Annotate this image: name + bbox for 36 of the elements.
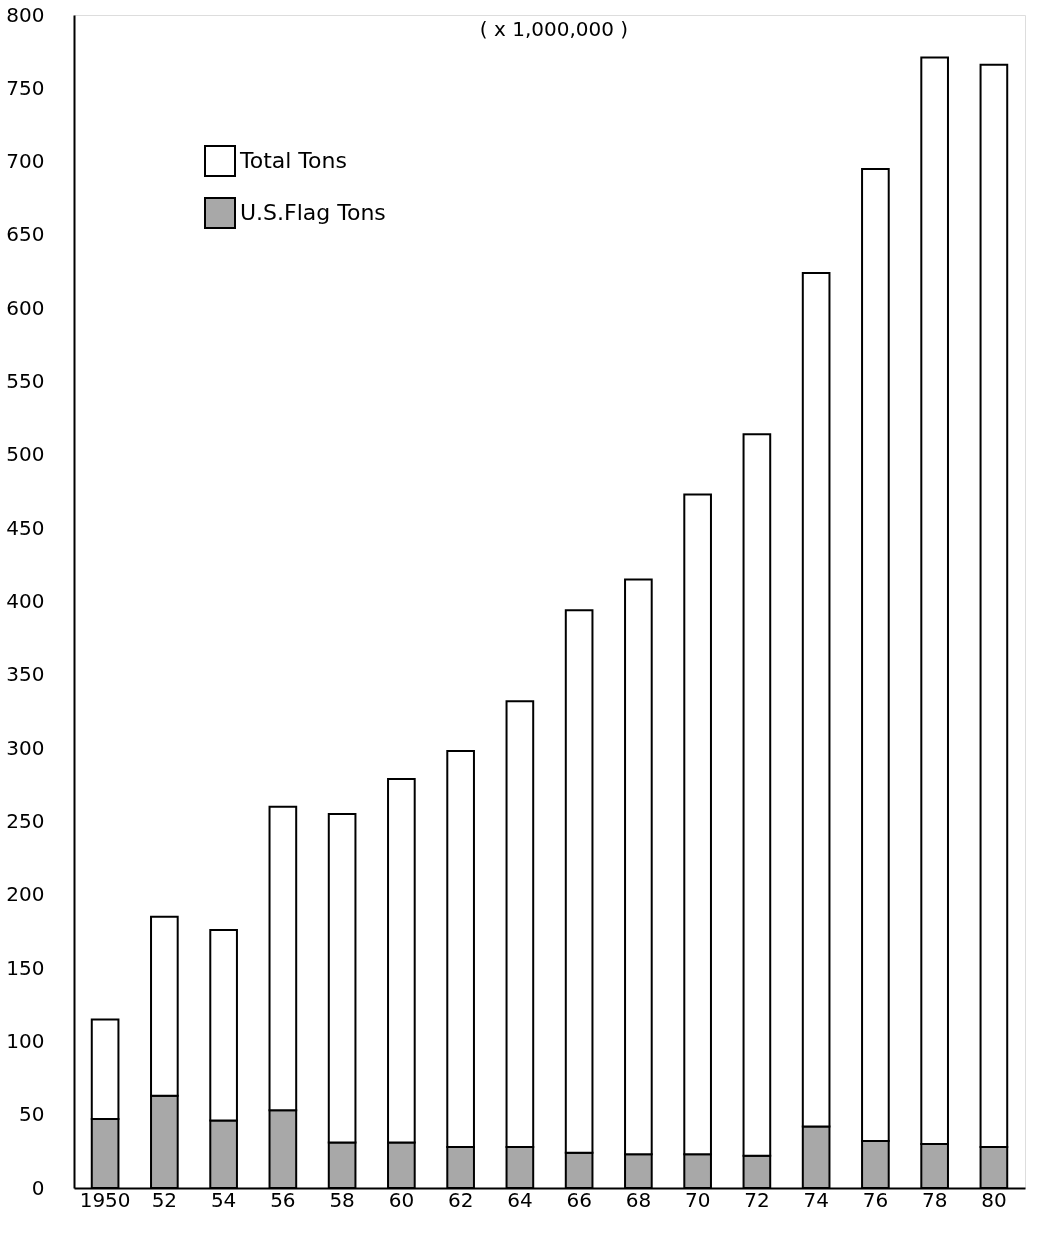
y-tick-label: 550 [6,369,45,394]
x-tick-label: 60 [388,1187,415,1212]
y-tick-label: 600 [6,295,45,320]
x-tick-label: 56 [270,1187,296,1212]
x-tick-label: 1950 [79,1187,131,1212]
y-tick-label: 800 [6,2,45,27]
x-tick-label: 54 [210,1187,237,1212]
x-tick-label: 78 [921,1187,948,1212]
y-tick-label: 300 [6,735,45,760]
legend-label: U.S.Flag Tons [240,200,386,225]
y-tick-label: 450 [6,515,45,540]
x-tick-label: 62 [447,1187,474,1212]
x-tick-label: 80 [981,1187,1007,1212]
y-tick-label: 750 [6,75,45,100]
x-tick-label: 72 [744,1187,770,1212]
x-tick-label: 52 [151,1187,178,1212]
x-tick-label: 58 [329,1187,355,1212]
x-tick-label: 66 [566,1187,592,1212]
x-tick-label: 64 [507,1187,533,1212]
y-tick-label: 500 [6,442,45,467]
y-tick-label: 250 [6,808,45,833]
x-tick-label: 68 [625,1187,652,1212]
y-tick-label: 50 [19,1102,45,1127]
x-tick-label: 74 [803,1187,829,1212]
y-tick-label: 350 [6,662,45,687]
y-tick-label: 650 [6,222,45,247]
x-tick-label: 76 [862,1187,889,1212]
y-tick-label: 0 [31,1175,45,1200]
y-tick-label: 200 [6,882,45,907]
x-tick-label: 70 [684,1187,711,1212]
y-tick-label: 400 [6,589,45,613]
y-tick-label: 700 [6,149,45,174]
y-tick-label: 100 [6,1028,45,1053]
annotation: ( x 1,000,000 ) [479,17,629,41]
y-tick-label: 150 [6,955,45,980]
legend-label: Total Tons [239,148,347,173]
